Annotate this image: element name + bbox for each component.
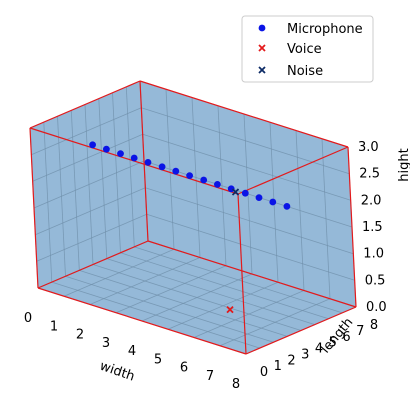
box-edge [139, 80, 349, 148]
grid-line-y-floor [134, 246, 343, 314]
grid-line-y-floor [79, 270, 288, 337]
data-point-microphone [144, 159, 152, 166]
y-tick-label: 2 [287, 353, 295, 368]
x-tick-label: 3 [102, 336, 110, 351]
legend-label-microphone: Microphone [287, 22, 363, 37]
data-point-noise [231, 188, 240, 196]
legend-symbol-noise [258, 66, 266, 74]
z-tick-label: 0.5 [365, 273, 386, 288]
legend-symbol-voice-stroke [258, 44, 266, 52]
y-tick-label: 0 [260, 365, 268, 380]
z-tick-label: 3.0 [358, 140, 379, 155]
data-point-microphone [283, 203, 291, 210]
legend-symbol-microphone [258, 24, 266, 32]
data-point-microphone [172, 167, 180, 175]
z-tick-label: 2.0 [361, 193, 382, 208]
grid-line-z-back [146, 213, 355, 281]
box-edge [29, 80, 141, 129]
grid-line-y-floor [65, 275, 274, 343]
z-axis-label: hight [397, 148, 410, 181]
legend-label-voice: Voice [287, 42, 322, 57]
y-tick-label: 7 [356, 324, 364, 339]
grid-line-z-back [141, 107, 350, 175]
data-point-microphone [89, 141, 96, 149]
box-edge [147, 240, 357, 308]
grid-line-z-back [142, 133, 351, 201]
data-point-microphone [269, 198, 277, 206]
x-tick-label: 0 [24, 311, 32, 326]
box-edge [245, 306, 357, 355]
box-edge [347, 146, 357, 308]
x-tick-label: 6 [180, 361, 188, 376]
legend-marker-microphone [258, 24, 266, 32]
data-marks [89, 141, 291, 314]
legend-item-noise: Noise [258, 64, 323, 79]
z-tick-label: 1.0 [363, 247, 384, 262]
legend-box [241, 15, 374, 83]
x-tick-label: 1 [50, 319, 58, 334]
grid-line-z-left [33, 160, 145, 209]
box-edge [37, 287, 247, 355]
box-edge [37, 240, 149, 289]
x-tick-label: 2 [76, 328, 84, 343]
axis-edges [29, 80, 357, 355]
grid-line-y-floor [106, 258, 315, 325]
z-tick-label: 2.5 [359, 167, 380, 182]
grid-line-y-floor [92, 264, 302, 331]
legend-label-noise: Noise [287, 64, 323, 79]
data-point-noise-stroke [231, 188, 240, 196]
legend-symbol-noise-stroke [258, 66, 266, 74]
x-tick-label: 5 [154, 352, 162, 367]
x-tick-label: 4 [128, 344, 136, 359]
data-point-microphone [200, 176, 208, 184]
data-point-microphone [103, 145, 110, 153]
data-point-microphone [241, 189, 249, 197]
grid-line-z-left [35, 187, 146, 236]
data-point-microphone [186, 172, 194, 180]
x-axis-label: width [98, 359, 137, 385]
y-tick-label: 4 [315, 342, 323, 357]
grid-line-z-left [31, 107, 142, 156]
z-tick-label: 1.5 [362, 220, 383, 235]
legend-marker-voice [258, 44, 266, 52]
grid-line-y-floor [120, 252, 329, 320]
data-point-voice-stroke [226, 306, 234, 314]
grid-line-z-back [145, 187, 354, 255]
legend-item-voice: Voice [258, 42, 322, 57]
data-point-microphone [158, 163, 166, 171]
x-tick-label: 7 [206, 369, 214, 384]
data-point-microphone [214, 181, 221, 188]
legend-item-microphone: Microphone [258, 22, 363, 37]
grid-line-z-left [32, 133, 143, 182]
box-edge [237, 146, 349, 195]
data-point-microphone [117, 150, 124, 158]
legend-marker-noise [258, 66, 266, 74]
x-tick-label: 8 [232, 377, 240, 392]
data-point-voice [226, 306, 234, 314]
legend-symbol-voice [258, 44, 266, 52]
data-point-microphone [130, 154, 138, 162]
grid-line-y-floor [51, 281, 260, 349]
y-tick-label: 5 [329, 336, 337, 351]
box-edge [237, 193, 247, 355]
legend: Microphone Voice Noise [241, 15, 374, 83]
y-tick-label: 8 [370, 318, 378, 333]
grid-line-z-left [36, 213, 147, 262]
data-point-microphone [255, 194, 263, 202]
box-edge [29, 127, 39, 289]
z-tick-label: 0.0 [366, 300, 387, 315]
y-tick-label: 1 [274, 359, 282, 374]
y-tick-label: 6 [342, 330, 350, 345]
y-tick-label: 3 [301, 347, 309, 362]
box-edge [139, 80, 149, 242]
